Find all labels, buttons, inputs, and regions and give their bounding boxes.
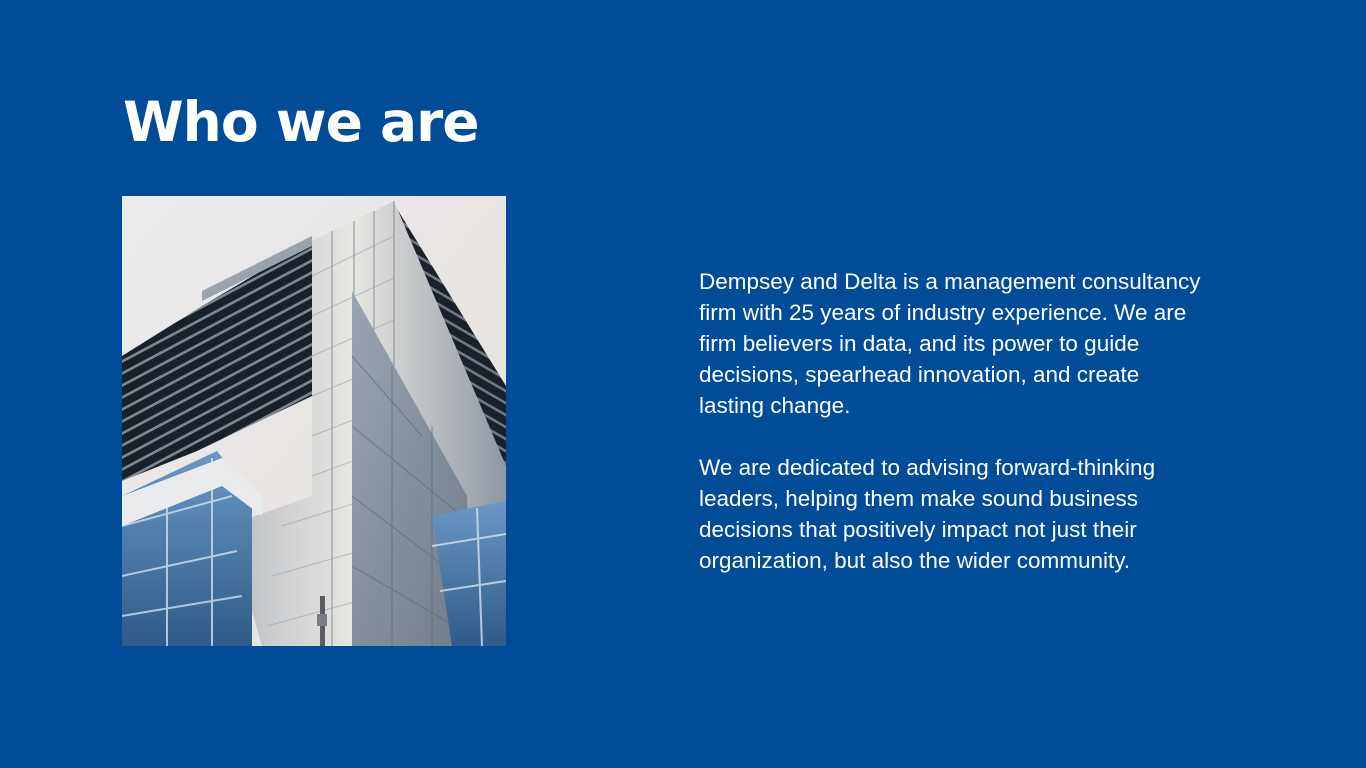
building-photo <box>122 196 506 646</box>
about-text: Dempsey and Delta is a management consul… <box>699 266 1259 607</box>
slide-title: Who we are <box>123 90 480 154</box>
about-paragraph-1: Dempsey and Delta is a management consul… <box>699 269 1201 418</box>
about-paragraph-2: We are dedicated to advising forward-thi… <box>699 455 1156 573</box>
